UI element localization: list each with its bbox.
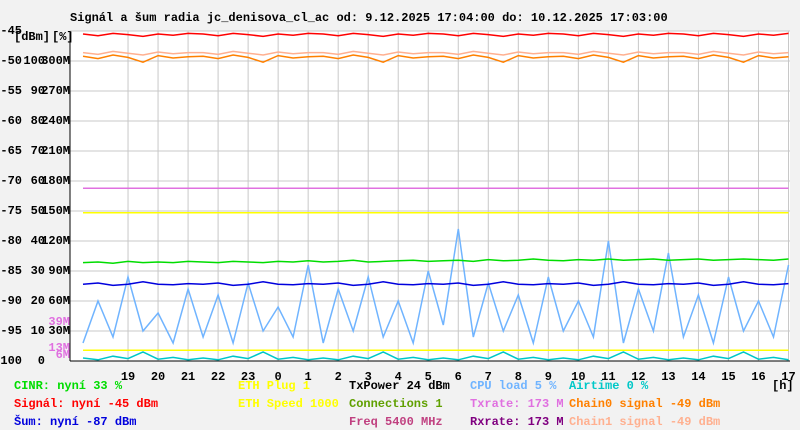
x-tick-label: 10 <box>571 370 585 384</box>
y3-tick-label: 240M <box>41 114 70 128</box>
series-line <box>82 281 789 287</box>
x-tick-label: 13 <box>661 370 675 384</box>
y-unit-label: [dBm] <box>14 30 50 44</box>
y3-tick-label: 120M <box>41 234 70 248</box>
y-tick-label: -80 <box>0 234 22 248</box>
x-tick-label: 20 <box>151 370 165 384</box>
x-tick-label: 21 <box>181 370 195 384</box>
x-tick-label: 7 <box>485 370 492 384</box>
y3-marker-label: 39M <box>48 315 70 329</box>
x-tick-label: 23 <box>241 370 255 384</box>
y-tick-label: -85 <box>0 264 22 278</box>
y-tick-label: -60 <box>0 114 22 128</box>
series-line <box>82 351 789 361</box>
x-tick-label: 19 <box>121 370 135 384</box>
y2-tick-label: 90 <box>31 84 45 98</box>
legend-entry: Signál: nyní -45 dBm <box>14 397 158 411</box>
legend-entry: CPU load 5 % <box>470 379 557 393</box>
x-tick-label: 1 <box>305 370 312 384</box>
y2-tick-label: 0 <box>38 354 45 368</box>
y2-tick-label: 10 <box>31 324 45 338</box>
plot-area <box>70 31 790 361</box>
y3-tick-label: 30M <box>48 324 70 338</box>
legend-entry: Rxrate: 173 M <box>470 415 564 429</box>
x-tick-label: 15 <box>721 370 735 384</box>
legend-entry: Txrate: 173 M <box>470 397 564 411</box>
y-tick-label: -75 <box>0 204 22 218</box>
y2-tick-label: 60 <box>31 174 45 188</box>
x-tick-label: 22 <box>211 370 225 384</box>
legend-entry: ETH Plug 1 <box>238 379 310 393</box>
y3-marker-label: 6M <box>56 348 70 362</box>
legend-entry: Chain1 signal -49 dBm <box>569 415 720 429</box>
series-line <box>82 54 789 64</box>
y3-tick-label: 210M <box>41 144 70 158</box>
x-tick-label: 16 <box>751 370 765 384</box>
legend-entry: Airtime 0 % <box>569 379 649 393</box>
series-line <box>82 258 789 264</box>
y3-tick-label: 270M <box>41 84 70 98</box>
y-tick-label: -90 <box>0 294 22 308</box>
series-line <box>82 32 789 38</box>
x-tick-label: 9 <box>545 370 552 384</box>
y2-tick-label: 50 <box>31 204 45 218</box>
x-tick-label: 5 <box>425 370 432 384</box>
x-tick-label: 14 <box>691 370 705 384</box>
legend-entry: CINR: nyní 33 % <box>14 379 123 393</box>
y-tick-label: -100 <box>0 354 22 368</box>
x-tick-label: 17 <box>781 370 795 384</box>
y2-tick-label: 80 <box>31 114 45 128</box>
y3-tick-label: 60M <box>48 294 70 308</box>
x-tick-label: 3 <box>365 370 372 384</box>
y3-tick-label: 90M <box>48 264 70 278</box>
y2-tick-label: 100 <box>23 54 45 68</box>
y-tick-label: -45 <box>0 24 22 38</box>
legend-entry: Connections 1 <box>349 397 443 411</box>
y3-tick-label: 180M <box>41 174 70 188</box>
x-tick-label: 6 <box>455 370 462 384</box>
y2-tick-label: 30 <box>31 264 45 278</box>
y3-marker-label: 13M <box>48 341 70 355</box>
y2-tick-label: 70 <box>31 144 45 158</box>
legend-entry: Šum: nyní -87 dBm <box>14 414 136 429</box>
y-unit-label: [%] <box>52 30 74 44</box>
y2-tick-label: 20 <box>31 294 45 308</box>
x-tick-label: 11 <box>601 370 615 384</box>
x-unit-label: [h] <box>772 379 794 393</box>
y-tick-label: -50 <box>0 54 22 68</box>
x-tick-label: 8 <box>515 370 522 384</box>
x-tick-label: 4 <box>395 370 402 384</box>
y3-tick-label: 150M <box>41 204 70 218</box>
series-line <box>82 50 789 56</box>
legend-entry: ETH Speed 1000 <box>238 397 339 411</box>
y3-tick-label: 300M <box>41 54 70 68</box>
legend-entry: Freq 5400 MHz <box>349 415 443 429</box>
y-tick-label: -70 <box>0 174 22 188</box>
legend-entry: TxPower 24 dBm <box>349 379 450 393</box>
x-tick-label: 2 <box>335 370 342 384</box>
y-tick-label: -55 <box>0 84 22 98</box>
x-tick-label: 0 <box>275 370 282 384</box>
series-line <box>82 228 790 346</box>
chart-title: Signál a šum radia jc_denisova_cl_ac od:… <box>70 11 668 25</box>
y2-tick-label: 40 <box>31 234 45 248</box>
legend-entry: Chain0 signal -49 dBm <box>569 397 720 411</box>
y-tick-label: -95 <box>0 324 22 338</box>
x-tick-label: 12 <box>631 370 645 384</box>
y-tick-label: -65 <box>0 144 22 158</box>
